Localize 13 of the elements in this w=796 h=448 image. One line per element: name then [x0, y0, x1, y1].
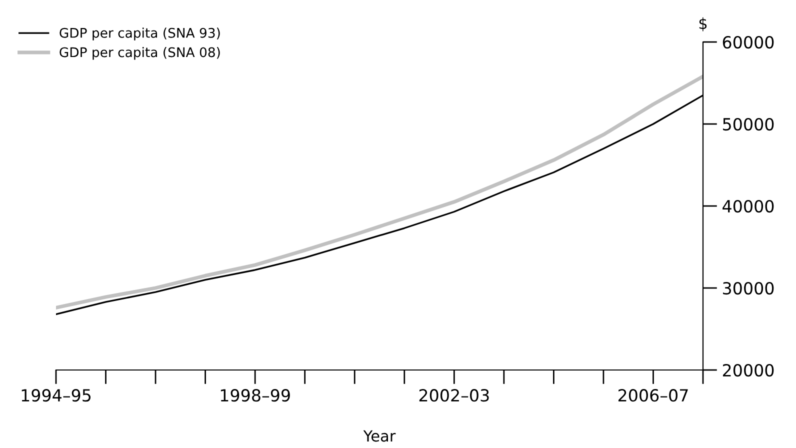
x-axis-title: Year: [363, 430, 396, 442]
y-tick-label: 40000: [722, 200, 774, 213]
y-axis-title: $: [699, 17, 707, 32]
y-tick-label: 30000: [723, 282, 774, 295]
x-tick-label: 2006–07: [618, 389, 688, 402]
legend-label: GDP per capita (SNA 93): [60, 28, 220, 40]
y-tick-label: 50000: [723, 118, 774, 131]
y-tick-label: 60000: [722, 36, 774, 49]
x-tick-label: 2002–03: [419, 389, 489, 402]
y-tick-label: 20000: [722, 364, 774, 377]
x-tick-label: 1998–99: [220, 389, 290, 402]
x-tick-label: 1994–95: [22, 389, 91, 402]
legend-label: GDP per capita (SNA 08): [60, 47, 220, 60]
